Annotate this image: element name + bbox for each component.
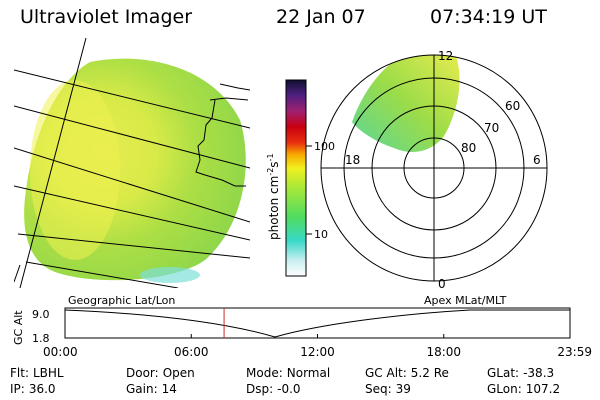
filter-status: Flt: LBHL: [10, 366, 64, 380]
altitude-curve: [64, 309, 570, 338]
timeline-ymin: 1.8: [32, 332, 50, 345]
gcalt-value: 5.2 Re: [410, 366, 449, 380]
gcalt-status: GC Alt: 5.2 Re: [365, 366, 449, 380]
polar-label-left: 18: [345, 153, 360, 167]
coastline: [219, 83, 250, 91]
glat-status: GLat: -38.3: [487, 366, 555, 380]
colorbar-gradient: [285, 79, 307, 277]
time-tick-label: 06:00: [174, 345, 209, 359]
time-tick-label: 18:00: [426, 345, 461, 359]
coastline: [209, 97, 249, 101]
glat-value: -38.3: [523, 366, 555, 380]
image-date: 22 Jan 07: [276, 6, 366, 28]
image-time: 07:34:19 UT: [430, 6, 547, 28]
polar-lat-60: 60: [505, 99, 520, 113]
polar-label-bottom: 0: [438, 277, 446, 291]
imager-title: Ultraviolet Imager: [20, 6, 193, 28]
door-value: Open: [162, 366, 195, 380]
timeline-ymax: 9.0: [32, 308, 50, 321]
colorbar-tick-10: 10: [314, 228, 328, 241]
lat-line: [14, 185, 250, 241]
timeline-axis-label: GC Alt: [12, 310, 25, 345]
dsp-value: -0.0: [277, 382, 301, 396]
lon-line: [19, 38, 87, 288]
time-tick-label: 00:00: [43, 345, 78, 359]
ip-status: IP: 36.0: [10, 382, 56, 396]
seq-value: 39: [395, 382, 411, 396]
colorbar: 100 10 photon cm-2s-1: [266, 79, 335, 277]
mode-value: Normal: [286, 366, 331, 380]
time-ticks: 00:00 06:00 12:00 18:00 23:59: [43, 334, 592, 359]
lat-line: [14, 105, 250, 169]
polar-lat-70: 70: [484, 121, 499, 135]
altitude-timeline: Geographic Lat/Lon Apex MLat/MLT GC Alt …: [12, 294, 592, 359]
timeline-frame: [64, 307, 571, 339]
timeline-left-title: Geographic Lat/Lon: [68, 294, 175, 307]
polar-label-top: 12: [438, 49, 453, 63]
glon-status: GLon: 107.2: [487, 382, 561, 396]
globe-bright-band: [30, 80, 120, 260]
seq-status: Seq: 39: [365, 382, 411, 396]
polar-aurora-region: [352, 55, 460, 152]
lon-line: [14, 264, 21, 283]
colorbar-tick-100: 100: [314, 140, 335, 153]
door-status: Door: Open: [126, 366, 195, 380]
polar-plot: 12 18 6 0 60 70 80: [320, 49, 548, 291]
polar-lat-80: 80: [461, 141, 476, 155]
time-tick-label: 23:59: [557, 345, 592, 359]
dsp-status: Dsp: -0.0: [246, 382, 301, 396]
glon-value: 107.2: [525, 382, 561, 396]
polar-label-right: 6: [533, 153, 541, 167]
filter-value: LBHL: [32, 366, 64, 380]
lat-line: [17, 233, 250, 259]
colorbar-unit-label: photon cm-2s-1: [266, 153, 281, 240]
lat-line: [14, 69, 250, 129]
lat-line: [25, 261, 179, 288]
timeline-right-title: Apex MLat/MLT: [424, 294, 507, 307]
gain-value: 14: [161, 382, 177, 396]
time-tick-label: 12:00: [300, 345, 335, 359]
coastline: [195, 99, 246, 187]
earth-globe-image: [14, 38, 250, 288]
ip-value: 36.0: [28, 382, 56, 396]
mode-status: Mode: Normal: [246, 366, 331, 380]
gain-status: Gain: 14: [126, 382, 177, 396]
globe-cyan-edge: [140, 267, 200, 283]
